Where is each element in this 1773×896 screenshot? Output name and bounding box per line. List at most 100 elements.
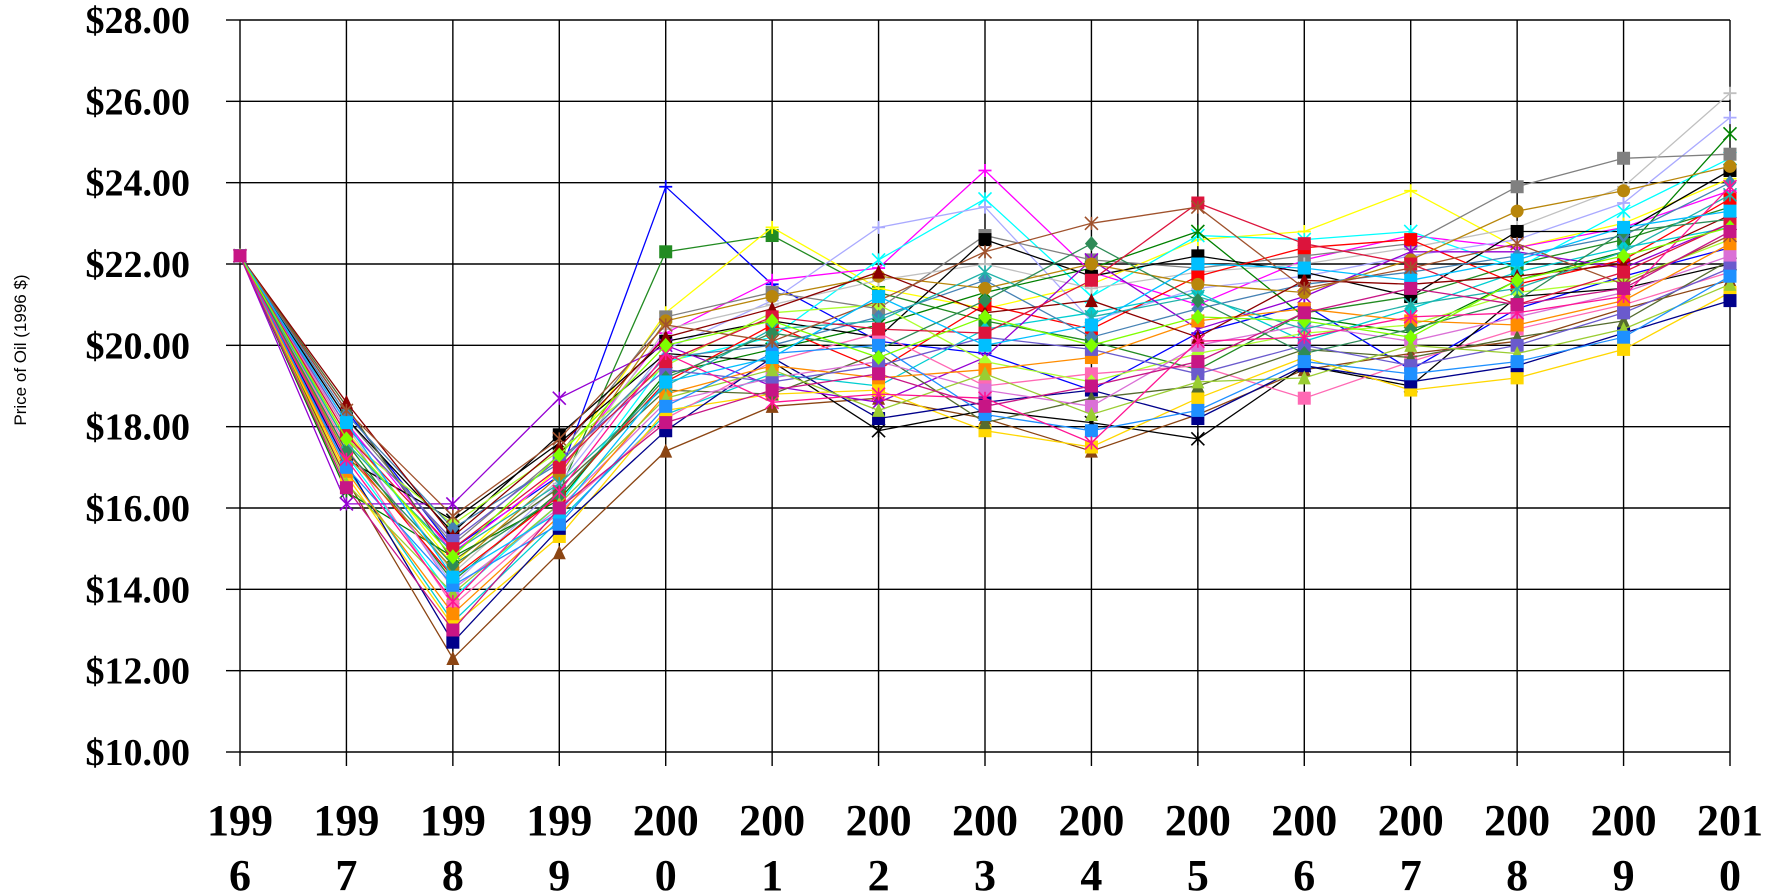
data-point	[1510, 204, 1524, 218]
data-point	[1403, 261, 1418, 276]
data-point	[1190, 431, 1205, 446]
data-point	[978, 309, 992, 325]
data-point	[1617, 220, 1631, 234]
data-point	[659, 443, 673, 458]
data-point	[1723, 237, 1737, 251]
data-point	[1510, 224, 1524, 238]
y-tick-label: $12.00	[86, 651, 191, 693]
data-point	[1617, 281, 1631, 295]
data-point	[978, 233, 992, 247]
data-point	[1617, 184, 1631, 198]
data-point	[1084, 273, 1098, 287]
data-point	[446, 557, 460, 573]
y-tick-label: $14.00	[86, 569, 191, 611]
data-point	[765, 334, 780, 349]
data-point	[1723, 224, 1737, 238]
data-point	[872, 402, 886, 417]
data-point	[1404, 321, 1418, 337]
data-point	[1084, 318, 1098, 332]
data-point	[339, 443, 353, 459]
data-point	[446, 623, 460, 637]
data-point	[1191, 355, 1205, 369]
y-axis-title: Price of Oil (1996 $)	[11, 274, 30, 425]
data-point	[978, 293, 992, 309]
data-point	[765, 383, 779, 397]
data-point	[1297, 272, 1311, 287]
data-point	[1191, 374, 1205, 389]
data-point	[1190, 224, 1205, 239]
data-point	[1723, 159, 1737, 173]
data-point	[765, 395, 780, 410]
x-tick-label: 201 0	[1697, 796, 1763, 896]
data-point	[1191, 309, 1205, 325]
data-point	[1510, 318, 1524, 332]
data-point	[978, 399, 992, 413]
data-point	[765, 362, 779, 377]
data-point	[1617, 265, 1631, 279]
data-point	[1723, 249, 1737, 263]
data-point	[1510, 355, 1524, 369]
x-tick-label: 200 9	[1591, 796, 1657, 896]
data-point	[1084, 406, 1098, 421]
y-tick-label: $18.00	[86, 407, 191, 449]
data-point	[1723, 294, 1737, 308]
data-point	[1617, 313, 1631, 328]
data-point	[659, 416, 673, 430]
y-tick-label: $26.00	[86, 81, 191, 123]
data-point	[871, 423, 886, 438]
series-36	[233, 224, 1737, 637]
data-point	[552, 517, 566, 531]
data-point	[446, 570, 460, 584]
data-point	[978, 200, 992, 214]
x-tick-label: 200 7	[1378, 796, 1444, 896]
data-point	[978, 383, 992, 397]
data-point	[552, 431, 567, 446]
data-point	[1510, 338, 1524, 352]
data-point	[659, 180, 673, 194]
data-point	[1084, 367, 1098, 381]
data-point	[1404, 233, 1418, 247]
data-point	[765, 351, 779, 365]
data-point	[977, 244, 993, 259]
data-point	[1404, 281, 1418, 295]
data-point	[1191, 277, 1205, 291]
data-point	[978, 366, 992, 381]
data-point	[659, 375, 673, 389]
data-point	[765, 229, 779, 243]
x-tick-label: 200 5	[1165, 796, 1231, 896]
data-point	[1723, 276, 1737, 291]
series-29	[233, 196, 1737, 556]
data-point	[552, 460, 566, 474]
data-point	[1404, 329, 1418, 345]
data-point	[1510, 180, 1524, 194]
data-point	[1510, 253, 1524, 267]
data-point	[1404, 337, 1418, 352]
data-point	[978, 163, 992, 177]
data-point	[1191, 301, 1205, 317]
data-point	[1084, 379, 1098, 393]
data-point	[446, 635, 460, 649]
data-point	[1084, 424, 1098, 438]
data-point	[1297, 237, 1311, 251]
data-point	[1084, 329, 1098, 345]
data-point	[1190, 200, 1205, 215]
data-point	[765, 273, 779, 287]
data-point	[1723, 111, 1737, 125]
data-point	[339, 496, 354, 511]
data-point	[1297, 281, 1312, 296]
data-point	[1191, 293, 1205, 309]
data-point	[552, 484, 567, 499]
data-point	[1617, 151, 1631, 165]
y-tick-label: $22.00	[86, 244, 191, 286]
data-point	[1297, 306, 1311, 320]
x-tick-label: 199 6	[207, 796, 273, 896]
data-point	[233, 249, 247, 263]
data-point	[446, 542, 460, 556]
x-tick-label: 200 2	[846, 796, 912, 896]
y-tick-label: $10.00	[86, 732, 191, 774]
data-point	[1617, 196, 1631, 210]
data-point	[872, 367, 886, 381]
data-point	[339, 481, 353, 495]
data-point	[871, 252, 886, 267]
data-point	[1084, 337, 1098, 353]
